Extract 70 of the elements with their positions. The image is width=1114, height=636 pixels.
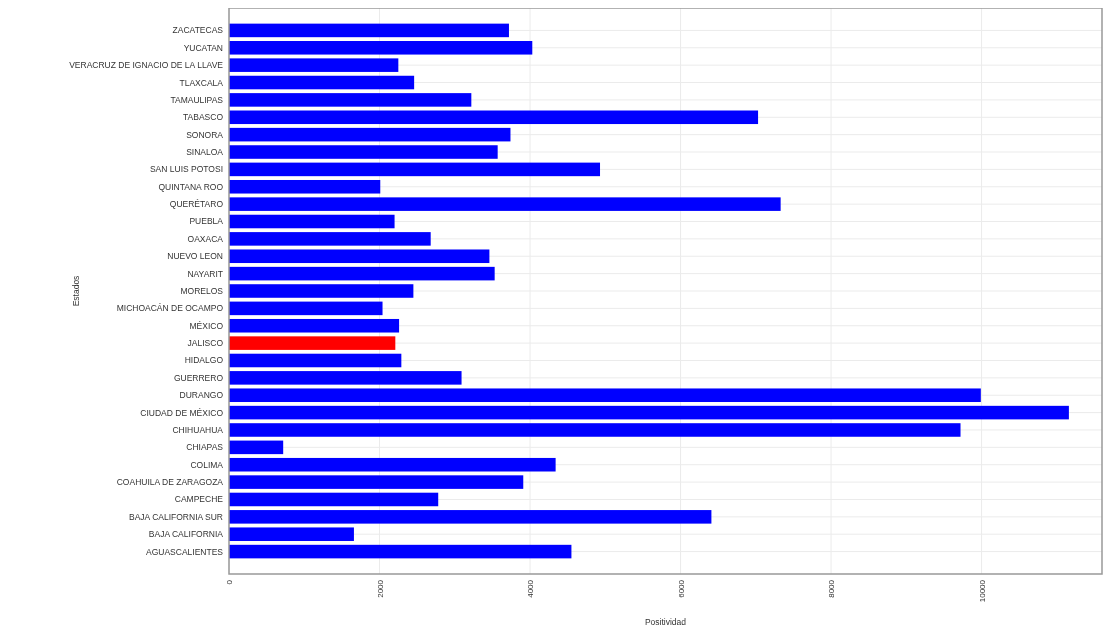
y-tick-label: BAJA CALIFORNIA xyxy=(148,529,224,540)
bar xyxy=(229,162,601,177)
y-tick-label: HIDALGO xyxy=(184,355,224,366)
y-tick-label: BAJA CALIFORNIA SUR xyxy=(129,511,223,522)
y-tick-label: PUEBLA xyxy=(189,216,224,227)
bar xyxy=(229,266,495,281)
bar xyxy=(229,41,533,55)
bar xyxy=(229,110,759,125)
bar xyxy=(229,423,961,437)
bar xyxy=(229,127,511,142)
y-tick-label: DURANGO xyxy=(179,390,224,401)
bar xyxy=(229,492,439,507)
y-tick-label: SAN LUIS POTOSI xyxy=(149,164,223,175)
y-tick-label: GUERRERO xyxy=(173,372,224,383)
y-tick-label: SONORA xyxy=(186,129,224,140)
y-tick-label: TABASCO xyxy=(183,112,224,123)
y-tick-label: COAHUILA DE ZARAGOZA xyxy=(116,477,224,488)
y-tick-label: AGUASCALIENTES xyxy=(146,546,224,557)
x-axis-title: Positividad xyxy=(644,617,687,627)
x-tick-label: 8000 xyxy=(827,579,837,598)
bar xyxy=(229,58,399,72)
y-tick-label: VERACRUZ DE IGNACIO DE LA LLAVE xyxy=(69,60,224,71)
bar xyxy=(229,336,396,350)
bar xyxy=(229,249,490,264)
bar xyxy=(229,405,1069,420)
y-tick-label: CIUDAD DE MÉXICO xyxy=(140,407,224,418)
x-tick-label: 10000 xyxy=(977,579,987,603)
y-tick-label: NAYARIT xyxy=(187,268,223,279)
bar xyxy=(229,93,472,107)
y-tick-label: JALISCO xyxy=(187,338,224,349)
y-tick-label: TLAXCALA xyxy=(179,77,224,88)
y-tick-label: MICHOACÁN DE OCAMPO xyxy=(116,303,224,314)
y-tick-label: OAXACA xyxy=(187,233,224,244)
y-tick-label: QUINTANA ROO xyxy=(158,181,224,192)
x-tick-label: 2000 xyxy=(375,579,385,598)
bar xyxy=(229,371,462,385)
y-tick-label: MÉXICO xyxy=(189,320,224,331)
y-tick-label: ZACATECAS xyxy=(172,25,224,36)
bar xyxy=(229,440,284,455)
x-tick-label: 6000 xyxy=(676,579,686,598)
x-tick-label: 4000 xyxy=(526,579,536,598)
y-tick-label: CHIHUAHUA xyxy=(172,424,224,435)
y-axis-title: Estados xyxy=(71,275,81,307)
bar xyxy=(229,197,781,211)
y-tick-label: MORELOS xyxy=(180,285,224,296)
y-tick-label: YUCATAN xyxy=(183,42,223,53)
bar xyxy=(229,145,498,159)
bar xyxy=(229,388,981,403)
y-tick-label: CAMPECHE xyxy=(174,494,224,505)
bar xyxy=(229,75,415,90)
y-tick-label: QUERÉTARO xyxy=(169,199,224,210)
bar xyxy=(229,527,354,541)
bar xyxy=(229,475,524,489)
bar xyxy=(229,23,509,38)
bar xyxy=(229,544,572,559)
y-tick-label: NUEVO LEON xyxy=(167,251,223,262)
bar xyxy=(229,457,556,472)
bar xyxy=(229,284,414,298)
y-tick-label: CHIAPAS xyxy=(186,442,224,453)
bar xyxy=(229,353,402,368)
bar xyxy=(229,214,395,229)
y-tick-label: COLIMA xyxy=(190,459,224,470)
bar xyxy=(229,179,381,194)
bar xyxy=(229,510,712,524)
bar xyxy=(229,232,431,246)
y-tick-label: SINALOA xyxy=(186,146,224,157)
bar xyxy=(229,301,383,316)
x-tick-label: 0 xyxy=(225,579,234,585)
y-tick-label: TAMAULIPAS xyxy=(170,94,224,105)
bar xyxy=(229,318,400,333)
